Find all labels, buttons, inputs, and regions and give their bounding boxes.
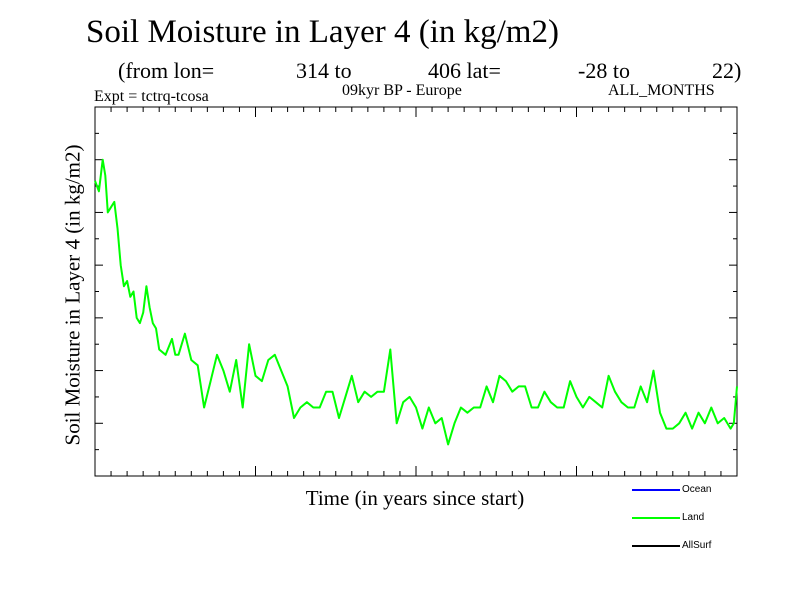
subtitle-lat-end: 22) (712, 58, 742, 83)
subtitle-lat-start: -28 to (578, 58, 630, 83)
legend-label-allsurf: AllSurf (682, 540, 712, 551)
legend-swatch-allsurf (632, 545, 680, 547)
legend-swatch-ocean (632, 489, 680, 491)
subtitle-lon-end: 406 lat= (428, 58, 501, 83)
legend-swatch-land (632, 517, 680, 519)
chart-title: Soil Moisture in Layer 4 (in kg/m2) (86, 14, 559, 50)
region-label: 09kyr BP - Europe (342, 82, 462, 99)
subtitle-lon-start: 314 to (296, 58, 352, 83)
legend-label-ocean: Ocean (682, 484, 712, 495)
subtitle-from-label: (from lon= (118, 58, 215, 83)
series-line-land (94, 158, 738, 446)
months-label: ALL_MONTHS (608, 82, 715, 99)
experiment-label: Expt = tctrq-tcosa (94, 88, 209, 105)
plot-frame (94, 106, 738, 477)
legend-label-land: Land (682, 512, 705, 523)
axis-ticks (94, 106, 738, 477)
x-axis-label: Time (in years since start) (305, 486, 525, 510)
